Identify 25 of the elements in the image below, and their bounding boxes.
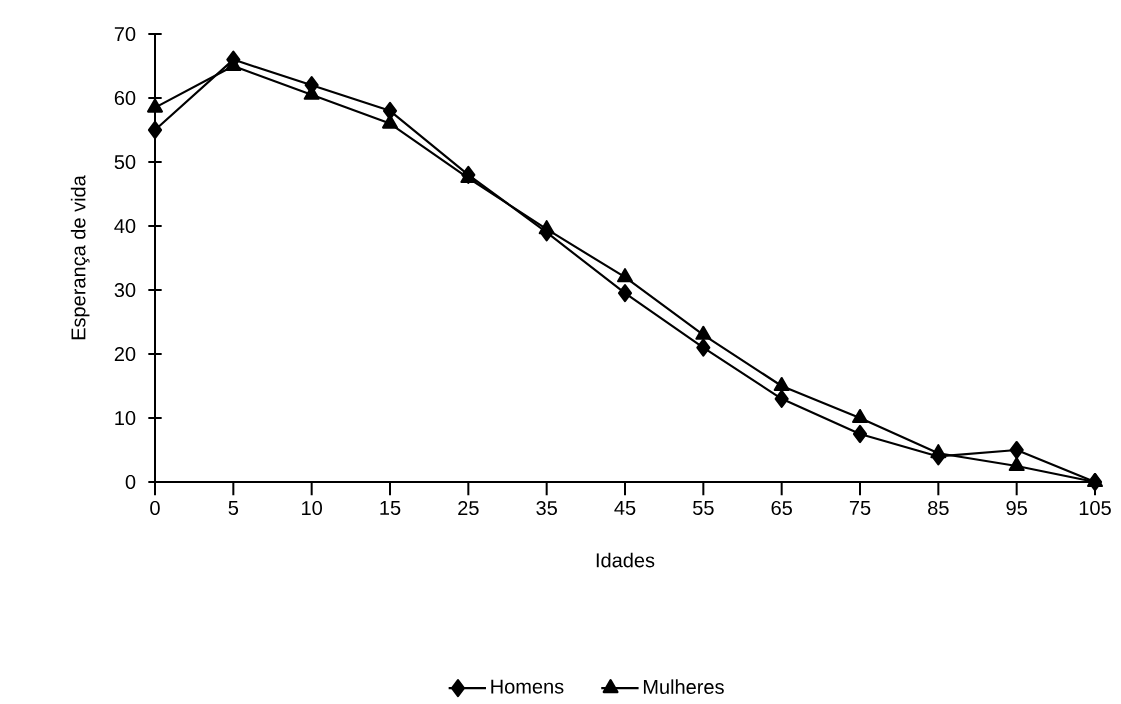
x-tick-label: 65 [771,500,792,516]
x-tick-label: 35 [536,500,557,516]
y-tick-label: 0 [125,474,136,490]
x-tick-label: 10 [302,500,322,516]
x-tick-label: 105 [1079,500,1111,516]
x-tick-label: 45 [614,500,636,515]
x-axis-title: Idades [596,552,655,568]
x-tick-label: 0 [150,500,160,516]
y-tick-label: 40 [114,218,136,234]
legend-label: Homens [491,679,564,694]
x-tick-label: 15 [380,500,401,515]
legend-label: Mulheres [643,679,724,695]
y-tick-label: 20 [114,346,136,362]
x-tick-label: 25 [458,500,479,516]
y-tick-label: 60 [114,90,136,106]
y-tick-label: 70 [114,26,136,42]
x-tick-label: 75 [849,500,871,515]
x-tick-label: 55 [693,500,714,515]
x-tick-label: 5 [228,500,239,515]
x-tick-label: 95 [1006,500,1027,516]
y-tick-label: 50 [114,154,136,170]
x-tick-label: 85 [928,500,949,516]
y-axis-title: Esperança de vida [70,175,90,340]
y-tick-label: 10 [115,410,136,426]
y-tick-label: 30 [114,282,136,298]
